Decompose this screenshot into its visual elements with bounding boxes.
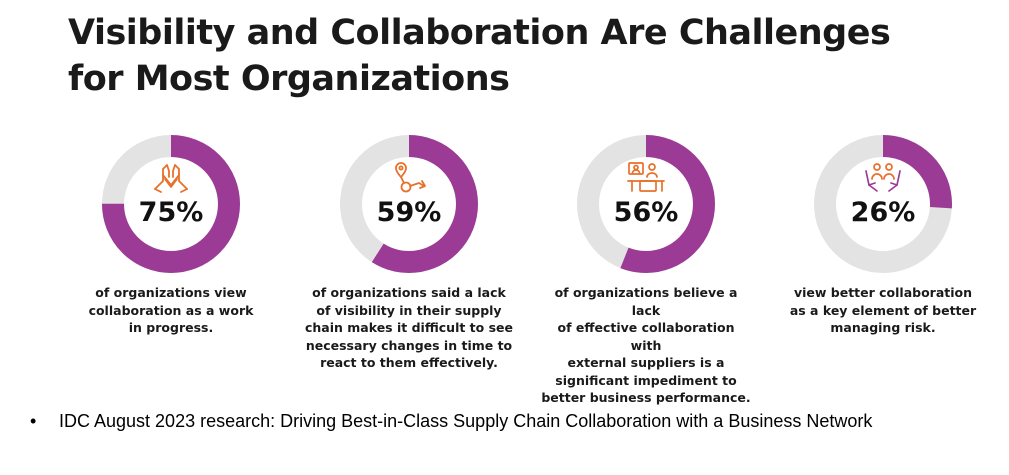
stat-description: of organizations believe a lack of effec… [541, 284, 751, 407]
desc-line: significant impediment to [555, 372, 737, 388]
handshake-icon [154, 164, 188, 193]
desc-line: of organizations view [95, 285, 247, 300]
donut-value-arc [814, 135, 952, 273]
donut-value-arc [102, 135, 240, 273]
desc-line: managing risk. [830, 320, 936, 335]
people-hands-icon [865, 163, 901, 192]
desc-line: chain makes it difficult to see [304, 320, 513, 335]
desc-line: as a key element of better [789, 302, 977, 318]
desc-line: necessary changes in time to [305, 337, 513, 353]
stat-card: 59% of organizations said a lack of visi… [304, 135, 514, 375]
page-title: Visibility and Collaboration Are Challen… [68, 10, 891, 102]
stat-description: of organizations view collaboration as a… [66, 284, 276, 337]
stat-card: 56% of organizations believe a lack of e… [541, 135, 751, 405]
desc-line: of visibility in their supply [316, 302, 502, 318]
stat-description: view better collaboration as a key eleme… [778, 284, 988, 337]
desc-line: better business performance. [541, 390, 751, 405]
stat-value: 56% [613, 197, 679, 228]
stat-description: of organizations said a lack of visibili… [304, 284, 514, 372]
desc-line: view better collaboration [793, 285, 973, 300]
stat-value: 59% [376, 197, 442, 228]
stat-card: 26% view better collaboration as a key e… [778, 135, 988, 375]
desc-line: of effective collaboration with [557, 320, 735, 353]
donut-value-arc [577, 135, 715, 273]
desc-line: in progress. [128, 320, 214, 335]
map-pin-route-icon [395, 162, 426, 193]
stat-value: 75% [138, 197, 204, 228]
bullet-icon: • [30, 411, 37, 431]
title-line-1: Visibility and Collaboration Are Challen… [68, 13, 891, 53]
stat-card: 75% of organizations view collaboration … [66, 135, 276, 375]
desc-line: react to them effectively. [320, 355, 498, 370]
donut-chart [577, 135, 715, 273]
title-line-2: for Most Organizations [68, 59, 510, 99]
footnote-text: IDC August 2023 research: Driving Best-i… [59, 411, 873, 431]
desc-line: collaboration as a work [88, 302, 254, 318]
video-meeting-icon [627, 162, 665, 192]
desc-line: external suppliers is a [567, 355, 725, 370]
donut-chart [814, 135, 952, 273]
desc-line: of organizations said a lack [312, 285, 506, 300]
donut-value-arc [340, 135, 478, 273]
stat-value: 26% [850, 197, 916, 228]
desc-line: of organizations believe a lack [554, 285, 738, 318]
donut-chart [102, 135, 240, 273]
donut-chart [340, 135, 478, 273]
